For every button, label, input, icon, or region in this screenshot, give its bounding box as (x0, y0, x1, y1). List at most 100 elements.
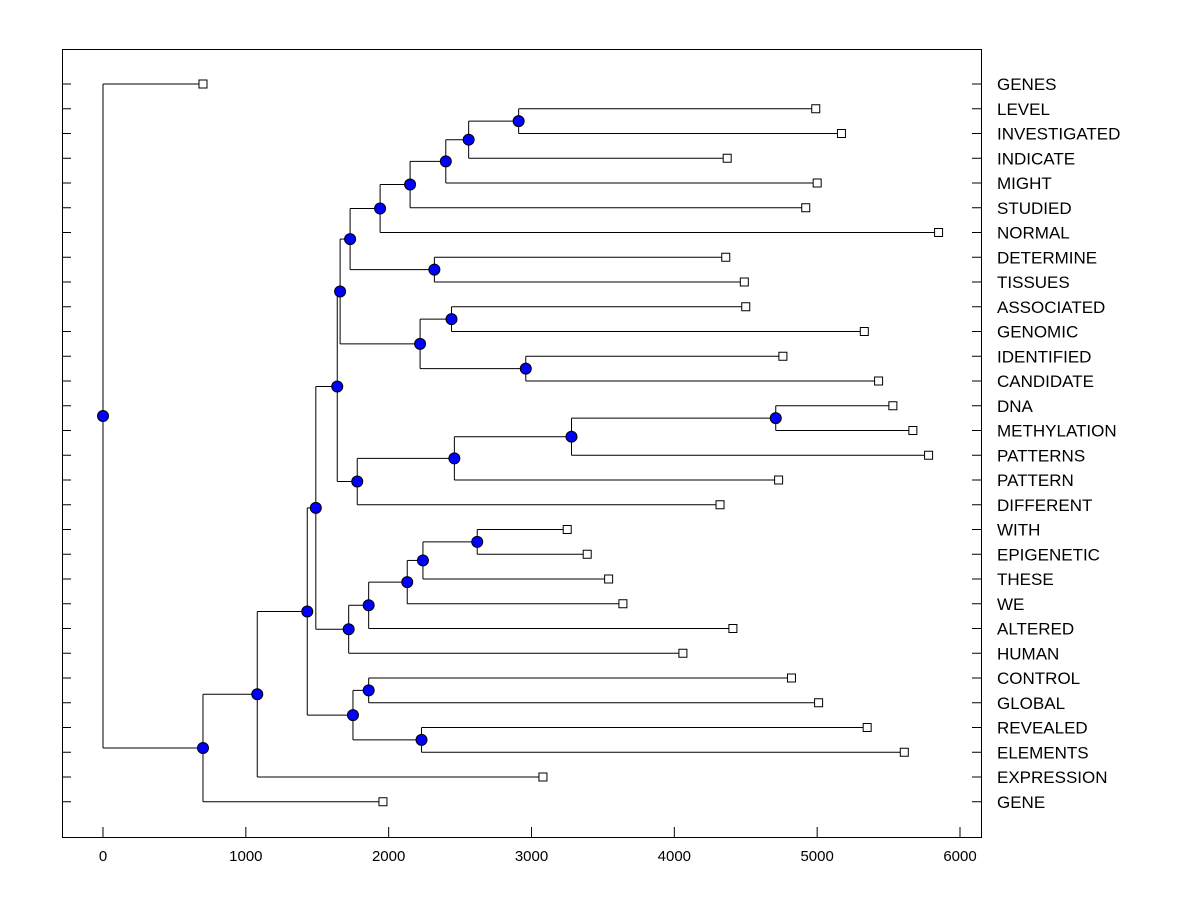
merge-node (362, 684, 375, 697)
leaf-label: THESE (997, 570, 1054, 589)
leaf-marker (811, 104, 821, 114)
plot-frame (62, 49, 982, 838)
leaf-marker (604, 574, 614, 584)
leaf-marker (786, 673, 796, 683)
leaf-marker (924, 450, 934, 460)
leaf-label: ELEMENTS (997, 743, 1089, 762)
leaf-label: WITH (997, 521, 1040, 540)
leaf-marker (908, 426, 918, 435)
merge-node (251, 688, 264, 701)
leaf-label: HUMAN (997, 644, 1059, 663)
merge-node (346, 709, 359, 722)
leaf-label: LEVEL (997, 100, 1050, 119)
merge-node (415, 733, 428, 746)
x-tick-label: 6000 (943, 848, 976, 865)
x-tick-label: 0 (99, 848, 107, 865)
x-tick-label: 2000 (372, 848, 405, 865)
leaf-label: DNA (997, 397, 1034, 416)
leaf-label: REVEALED (997, 719, 1088, 738)
leaf-marker (715, 500, 725, 510)
leaf-marker (538, 772, 548, 782)
merge-node (512, 115, 525, 128)
merge-node (196, 742, 209, 755)
leaf-label: INVESTIGATED (997, 125, 1120, 144)
leaf-label: ALTERED (997, 620, 1074, 639)
leaf-label: STUDIED (997, 199, 1072, 218)
merge-node (414, 337, 427, 350)
x-tick-label: 1000 (229, 848, 262, 865)
leaf-marker (862, 723, 872, 732)
leaf-marker (801, 203, 811, 213)
merge-node (565, 430, 578, 443)
leaf-labels: GENES LEVEL INVESTIGATED INDICATE MIGHT STUDI… (997, 75, 1120, 812)
leaf-label: MIGHT (997, 174, 1052, 193)
merge-node (462, 133, 475, 146)
merge-node (351, 475, 364, 488)
merge-node (334, 285, 347, 298)
leaf-marker (582, 549, 592, 559)
leaf-marker (934, 228, 944, 237)
merge-node (471, 535, 484, 548)
leaf-marker (836, 129, 846, 138)
leaf-label: CONTROL (997, 669, 1080, 688)
leaf-marker (721, 252, 731, 262)
merge-node (439, 155, 452, 168)
merge-node (769, 412, 782, 425)
leaf-marker (722, 153, 732, 163)
leaf-marker (728, 624, 738, 633)
dendrogram-links (102, 83, 939, 803)
merge-node (401, 576, 414, 589)
leaf-marker (618, 599, 628, 609)
leaf-label: PATTERN (997, 471, 1074, 490)
leaf-marker (198, 79, 208, 89)
leaf-marker (778, 351, 788, 361)
leaf-label: IDENTIFIED (997, 347, 1091, 366)
leaf-tick-marks (62, 83, 981, 803)
leaf-label: TISSUES (997, 273, 1070, 292)
leaf-label: DIFFERENT (997, 496, 1092, 515)
x-axis: 0 1000 2000 3000 4000 5000 6000 (99, 827, 977, 865)
leaf-label: WE (997, 595, 1024, 614)
merge-node (416, 554, 429, 567)
merge-node (428, 263, 441, 276)
leaf-marker (562, 525, 572, 534)
leaf-label: CANDIDATE (997, 372, 1094, 391)
merge-node (448, 452, 461, 465)
leaf-marker (774, 475, 784, 485)
merge-node (309, 501, 322, 514)
merge-node (362, 599, 375, 612)
leaf-marker (378, 797, 388, 807)
leaf-label: ASSOCIATED (997, 298, 1105, 317)
leaf-label: GLOBAL (997, 694, 1065, 713)
leaf-marker (888, 401, 898, 411)
merge-node (404, 178, 417, 191)
leaf-label: EPIGENETIC (997, 545, 1100, 564)
merge-node (97, 410, 109, 423)
leaf-label: GENOMIC (997, 323, 1078, 342)
leaf-marker (899, 747, 909, 757)
merge-node (301, 605, 314, 618)
leaf-markers (198, 79, 944, 807)
x-tick-label: 5000 (800, 848, 833, 865)
x-tick-label: 3000 (515, 848, 548, 865)
merge-node (374, 202, 387, 215)
leaf-label: DETERMINE (997, 248, 1097, 267)
leaf-marker (874, 376, 884, 386)
leaf-label: INDICATE (997, 149, 1075, 168)
leaf-marker (741, 302, 751, 312)
leaf-marker (739, 277, 749, 287)
merge-node (519, 362, 532, 375)
leaf-label: GENES (997, 75, 1057, 94)
merge-nodes (97, 115, 782, 755)
merge-node (445, 313, 458, 326)
x-tick-label: 4000 (658, 848, 691, 865)
merge-node (342, 623, 355, 636)
leaf-marker (859, 327, 869, 336)
leaf-label: GENE (997, 793, 1045, 812)
leaf-label: METHYLATION (997, 422, 1117, 441)
leaf-marker (812, 178, 822, 188)
leaf-marker (814, 698, 824, 708)
leaf-label: EXPRESSION (997, 768, 1108, 787)
leaf-label: NORMAL (997, 224, 1070, 243)
